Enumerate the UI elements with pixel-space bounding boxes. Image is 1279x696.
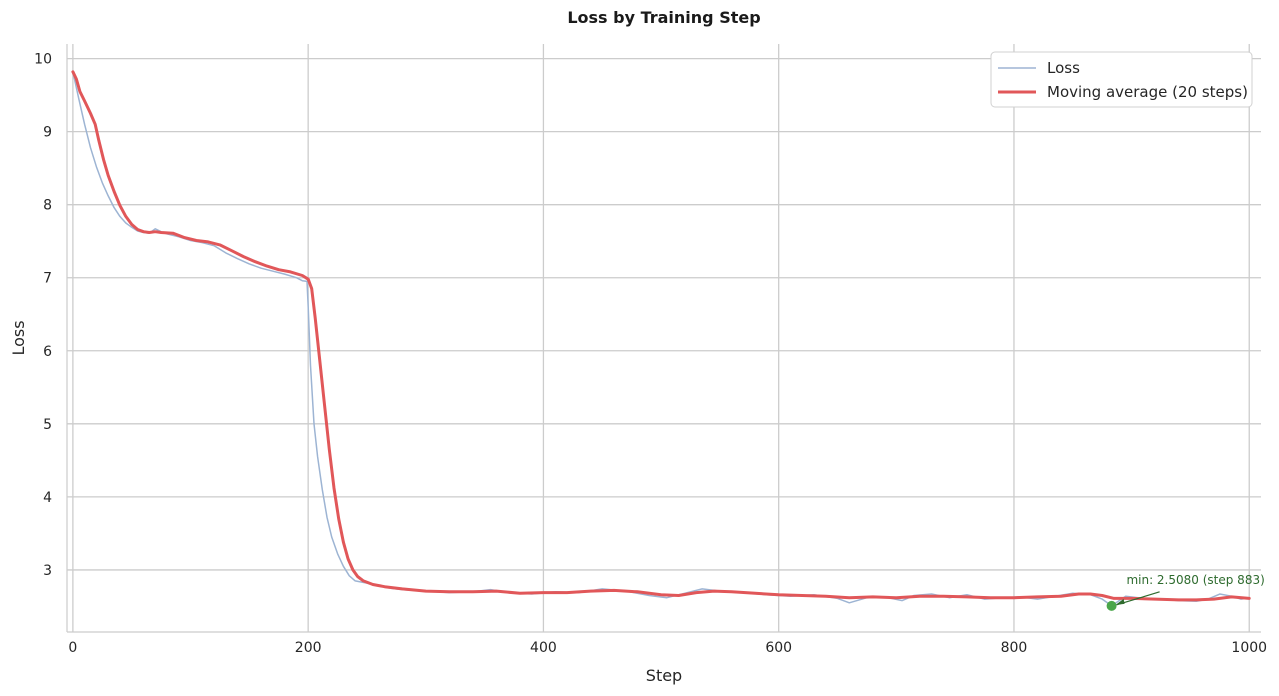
legend-label-loss: Loss <box>1047 59 1080 77</box>
legend-label-moving-average: Moving average (20 steps) <box>1047 83 1248 101</box>
series-line-moving-average <box>71 70 1251 602</box>
y-ticks: 3 4 5 6 7 8 9 10 <box>34 52 52 579</box>
x-tick-label-1000: 1000 <box>1231 640 1267 656</box>
min-annotation-arrowhead <box>1115 598 1125 605</box>
x-tick-label-600: 600 <box>765 640 792 656</box>
y-tick-label-3: 3 <box>43 563 52 579</box>
y-tick-label-5: 5 <box>43 417 52 433</box>
y-tick-label-7: 7 <box>43 271 52 287</box>
grid-lines <box>67 44 1261 632</box>
x-axis-label: Step <box>646 666 682 685</box>
legend: Loss Moving average (20 steps) <box>990 51 1253 108</box>
y-tick-label-9: 9 <box>43 125 52 141</box>
x-ticks: 0 200 400 600 800 1000 <box>68 640 1267 656</box>
x-tick-label-200: 200 <box>295 640 322 656</box>
x-tick-label-0: 0 <box>68 640 77 656</box>
plot-area: 0 200 400 600 800 1000 3 4 5 6 7 8 9 10 min: 2.5080 … <box>34 44 1267 656</box>
legend-box <box>990 51 1253 108</box>
chart-title: Loss by Training Step <box>567 8 760 27</box>
series-layer <box>71 70 1251 607</box>
min-annotation-text: min: 2.5080 (step 883) <box>1126 573 1264 587</box>
y-axis-label: Loss <box>9 320 28 355</box>
y-tick-label-10: 10 <box>34 52 52 68</box>
y-tick-label-8: 8 <box>43 198 52 214</box>
x-tick-label-400: 400 <box>530 640 557 656</box>
y-tick-label-6: 6 <box>43 344 52 360</box>
series-line-loss <box>72 71 1250 607</box>
x-tick-label-800: 800 <box>1001 640 1028 656</box>
annotation-layer: min: 2.5080 (step 883) <box>1106 573 1265 611</box>
y-tick-label-4: 4 <box>43 490 52 506</box>
min-point-marker <box>1106 600 1117 611</box>
